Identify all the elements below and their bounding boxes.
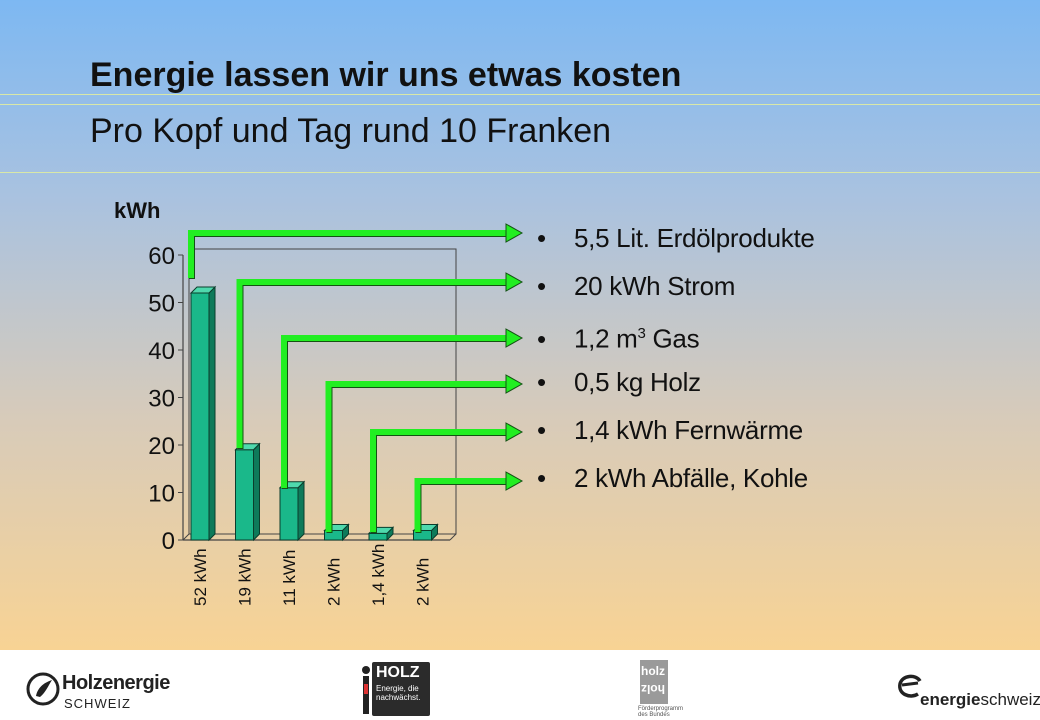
bullet-glyph: •: [537, 271, 546, 301]
logo-badge: [640, 660, 668, 704]
list-item-text: 5,5 Lit. Erdölprodukte: [574, 223, 815, 253]
holzenergie-logo: Holzenergie SCHWEIZ: [26, 670, 186, 714]
logo-subtext: Energie, die nachwächst.: [376, 684, 421, 702]
bullet-glyph: •: [537, 463, 546, 493]
logo-text: energieschweiz: [920, 690, 1040, 710]
list-item: • 1,4 kWh Fernwärme: [537, 406, 815, 454]
list-item-text: Gas: [645, 323, 700, 354]
x-tick-label: 2 kWh: [414, 558, 433, 606]
connector-arrow: [188, 230, 508, 278]
arrowhead: [505, 471, 524, 491]
y-tick-label: 0: [162, 528, 175, 555]
logo-badge: [372, 662, 430, 716]
connector-arrow: [281, 335, 508, 488]
list-item: • 0,5 kg Holz: [537, 358, 815, 406]
e-swirl-icon: [898, 674, 922, 698]
y-axis-unit-label: kWh: [114, 198, 161, 223]
decor-line: [0, 104, 1040, 105]
y-tick-label: 20: [148, 433, 175, 460]
logo-text-flipped: holz: [641, 682, 665, 696]
slide-subtitle: Pro Kopf und Tag rund 10 Franken: [90, 112, 612, 150]
list-item-text: 1,4 kWh Fernwärme: [574, 415, 803, 445]
y-tick-label: 40: [148, 338, 175, 365]
x-tick-label: 1,4 kWh: [369, 544, 388, 606]
axis-corner: [182, 533, 190, 541]
bullet-glyph: •: [537, 367, 546, 397]
list-item: • 20 kWh Strom: [537, 262, 815, 310]
foerderprogramm-logo: holz holz Förderprogramm des Bundes: [636, 660, 684, 718]
arrowhead: [505, 223, 524, 243]
footer-logo-bar: Holzenergie SCHWEIZ HOLZ Energie, die na…: [0, 650, 1040, 720]
plot-frame: [188, 248, 457, 535]
list-item-text: 0,5 kg Holz: [574, 367, 701, 397]
list-item-text: 2 kWh Abfälle, Kohle: [574, 463, 808, 493]
logo-text: Holzenergie: [62, 672, 170, 694]
connector-arrow: [370, 429, 508, 532]
arrowhead: [505, 272, 524, 292]
flame-icon: [26, 672, 60, 706]
bar: [278, 480, 306, 542]
bar: [234, 442, 261, 542]
y-tick-label: 10: [148, 481, 175, 508]
logo-text-bold: energie: [920, 690, 981, 709]
connector-arrow: [325, 381, 508, 532]
logo-text: HOLZ: [376, 664, 420, 681]
x-tick-label: 11 kWh: [280, 550, 299, 606]
list-item: • 2 kWh Abfälle, Kohle: [537, 454, 815, 502]
superscript: 3: [637, 325, 646, 342]
figure-icon: [362, 666, 370, 714]
list-item-text: 1,2 m: [574, 323, 638, 354]
slide-title: Energie lassen wir uns etwas kosten: [90, 56, 682, 94]
logo-text-rest: schweiz: [980, 690, 1040, 709]
connector-arrow: [236, 279, 508, 448]
y-tick-label: 50: [148, 291, 175, 318]
bar-chart: 0 10 20 30 40 50 60 52 kWh 19 kWh 11 kWh 2 kWh 1,4 …: [148, 223, 524, 606]
energieschweiz-logo: energieschweiz: [896, 672, 1040, 712]
bullet-glyph: •: [537, 223, 546, 253]
x-tick-label: 52 kWh: [191, 548, 210, 606]
holz-logo: HOLZ Energie, die nachwächst.: [360, 662, 432, 718]
logo-text: holz: [641, 664, 665, 678]
list-item: • 5,5 Lit. Erdölprodukte: [537, 214, 815, 262]
x-tick-label: 19 kWh: [236, 548, 255, 606]
bar: [189, 285, 217, 542]
y-tick-label: 60: [148, 243, 175, 270]
logo-subtext: SCHWEIZ: [64, 696, 131, 711]
x-tick-label: 2 kWh: [325, 558, 344, 606]
axis-corner: [449, 533, 457, 541]
logo-caption: Förderprogramm des Bundes: [638, 706, 684, 718]
bullet-glyph: •: [537, 323, 546, 354]
arrowhead: [505, 422, 524, 442]
list-item-text: 20 kWh Strom: [574, 271, 736, 301]
y-tick-label: 30: [148, 386, 175, 413]
list-item: • 1,2 m3 Gas: [537, 310, 815, 358]
decor-line: [0, 94, 1040, 95]
bullet-glyph: •: [537, 415, 546, 445]
arrowhead: [505, 374, 524, 394]
slide-background: Energie lassen wir uns etwas kosten Pro …: [0, 0, 1040, 650]
decor-line: [0, 172, 1040, 173]
connector-arrow: [414, 478, 508, 532]
arrowhead: [505, 328, 524, 348]
energy-list: • 5,5 Lit. Erdölprodukte • 20 kWh Strom • 1…: [537, 214, 815, 502]
